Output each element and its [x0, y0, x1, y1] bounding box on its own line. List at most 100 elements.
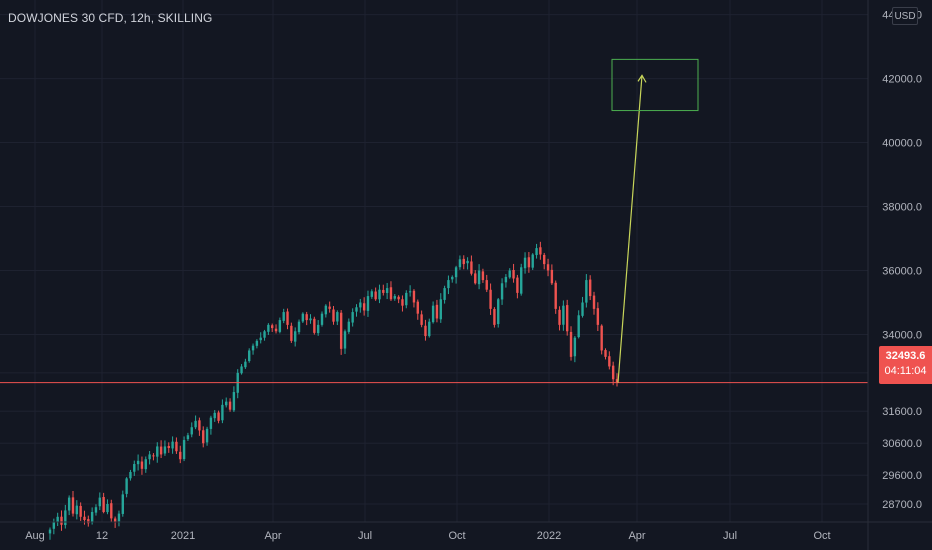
candle-body	[248, 350, 251, 362]
time-axis-label: Oct	[448, 530, 465, 542]
candle-body	[313, 318, 316, 333]
candle-body	[546, 264, 550, 271]
symbol-title[interactable]: DOWJONES 30 CFD, 12h, SKILLING	[8, 11, 213, 25]
candle-body	[167, 445, 170, 449]
candle-body	[259, 337, 262, 341]
candle-body	[451, 276, 454, 280]
candle-body	[454, 267, 458, 278]
candle-body	[94, 507, 98, 513]
candle-body	[458, 259, 462, 268]
candle-body	[144, 459, 147, 470]
candle-body	[585, 280, 588, 303]
candle-body	[136, 460, 140, 465]
price-axis-label: 42000.0	[882, 74, 922, 86]
time-axis-label: 12	[96, 530, 108, 542]
candle-body	[508, 270, 511, 278]
candle-body	[347, 321, 351, 332]
candle-body	[336, 312, 339, 322]
candle-body	[592, 295, 596, 309]
candle-body	[297, 321, 301, 333]
candle-body	[110, 503, 113, 519]
time-axis-label: Apr	[264, 530, 281, 542]
candle-body	[493, 308, 496, 325]
candle-body	[374, 291, 377, 300]
candle-body	[90, 512, 94, 523]
candle-body	[565, 305, 569, 332]
candle-body	[573, 337, 577, 357]
candle-body	[320, 313, 324, 325]
price-axis-label: 30600.0	[882, 438, 922, 450]
candle-body	[424, 325, 427, 337]
candle-body	[366, 296, 370, 311]
candle-body	[309, 318, 312, 321]
projection-arrow-head	[637, 74, 647, 83]
candle-body	[148, 454, 151, 460]
candle-body	[209, 417, 213, 429]
candle-body	[228, 401, 232, 410]
candle-body	[378, 289, 381, 300]
price-axis-label: 36000.0	[882, 265, 922, 277]
candle-body	[328, 306, 331, 309]
candle-body	[221, 404, 224, 421]
candle-body	[152, 455, 155, 457]
candle-body	[305, 314, 308, 321]
candle-body	[83, 516, 86, 520]
candle-body	[175, 441, 178, 452]
price-axis-label: 34000.0	[882, 329, 922, 341]
time-axis-label: Jul	[723, 530, 737, 542]
target-zone-rectangle[interactable]	[611, 58, 699, 112]
candle-body	[543, 254, 546, 265]
candle-body	[64, 510, 67, 526]
candle-body	[87, 519, 90, 524]
candle-body	[523, 257, 527, 269]
candle-body	[205, 428, 209, 443]
candle-body	[244, 361, 247, 368]
candle-body	[615, 379, 619, 383]
candle-body	[255, 340, 259, 346]
time-axis-label: 2022	[537, 530, 561, 542]
candle-body	[562, 305, 565, 325]
candle-body	[359, 302, 362, 308]
candle-body	[355, 307, 358, 312]
candle-body	[52, 521, 56, 529]
candle-body	[428, 321, 431, 337]
candle-body	[290, 325, 293, 341]
candle-body	[332, 309, 335, 322]
candle-body	[470, 261, 473, 274]
candle-body	[581, 302, 584, 316]
candle-body	[117, 513, 121, 522]
projection-arrow[interactable]	[617, 75, 643, 383]
candle-body	[67, 497, 71, 511]
candle-body	[60, 516, 63, 525]
candle-body	[416, 301, 419, 314]
candle-body	[271, 325, 274, 329]
candle-body	[159, 446, 163, 455]
price-axis-label: 31600.0	[882, 406, 922, 418]
candle-body	[186, 435, 190, 440]
candle-body	[75, 505, 79, 515]
candle-body	[251, 345, 255, 351]
candle-body	[412, 290, 416, 303]
candle-body	[596, 308, 600, 325]
candle-body	[497, 299, 500, 325]
candle-body	[48, 529, 52, 534]
candle-body	[156, 446, 159, 457]
candle-body	[370, 291, 374, 297]
candle-body	[481, 271, 485, 281]
drawings[interactable]	[0, 58, 868, 384]
candle-body	[79, 505, 82, 517]
candle-body	[121, 494, 124, 514]
candle-body	[194, 420, 197, 428]
candle-body	[474, 273, 477, 284]
candle-body	[408, 291, 412, 293]
currency-badge[interactable]: USD	[892, 7, 918, 25]
candle-body	[554, 282, 557, 309]
candle-body	[217, 412, 220, 421]
candle-body	[71, 497, 75, 514]
candle-body	[558, 309, 561, 325]
candle-body	[604, 350, 607, 357]
candle-body	[190, 427, 193, 435]
